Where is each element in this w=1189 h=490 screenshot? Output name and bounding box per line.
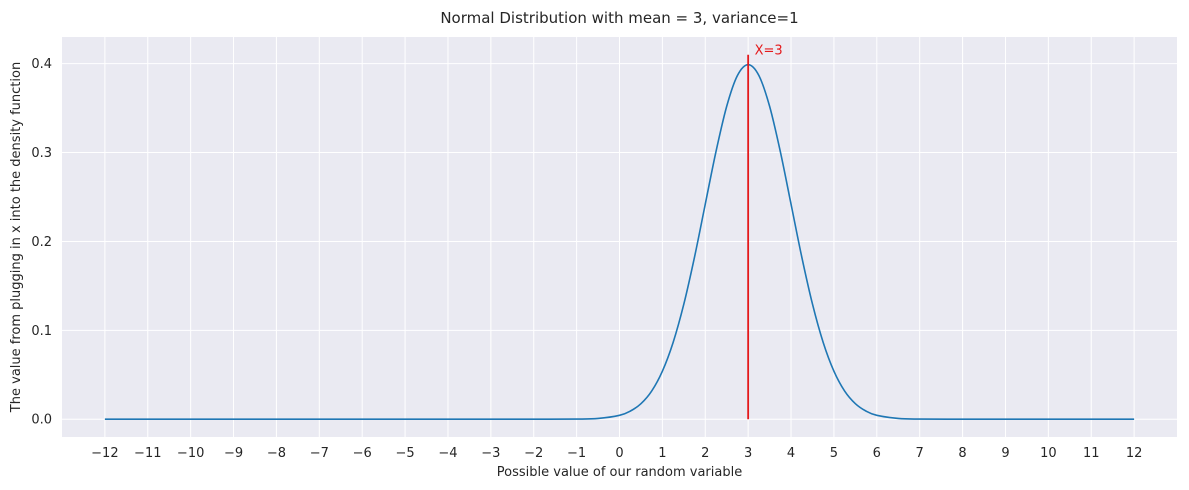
x-tick-label: −6 bbox=[353, 446, 372, 461]
x-tick-label: −12 bbox=[91, 446, 118, 461]
x-tick-label: 3 bbox=[744, 446, 752, 461]
x-tick-label: 2 bbox=[701, 446, 709, 461]
y-tick-label: 0.3 bbox=[31, 146, 52, 161]
x-tick-label: −9 bbox=[224, 446, 243, 461]
x-tick-label: 8 bbox=[958, 446, 966, 461]
y-tick-labels: 0.0 0.1 0.2 0.3 0.4 bbox=[31, 57, 52, 428]
x-tick-label: 7 bbox=[916, 446, 924, 461]
y-tick-label: 0.1 bbox=[31, 324, 52, 339]
y-tick-label: 0.2 bbox=[31, 235, 52, 250]
x-tick-label: 5 bbox=[830, 446, 838, 461]
x-tick-label: −3 bbox=[481, 446, 500, 461]
mean-annotation: X=3 bbox=[755, 43, 783, 58]
density-curve-line bbox=[104, 63, 1135, 421]
x-tick-label: 11 bbox=[1083, 446, 1100, 461]
chart-title: Normal Distribution with mean = 3, varia… bbox=[440, 9, 798, 27]
x-tick-label: 0 bbox=[615, 446, 623, 461]
x-tick-label: 1 bbox=[658, 446, 666, 461]
x-gridlines bbox=[104, 37, 1135, 437]
y-axis-label: The value from plugging in x into the de… bbox=[9, 62, 24, 413]
x-tick-label: 6 bbox=[873, 446, 881, 461]
x-axis-label: Possible value of our random variable bbox=[497, 465, 742, 480]
x-tick-labels: −12 −11 −10 −9 −8 −7 −6 −5 −4 −3 −2 −1 0 1 2 3 4 5 6 7 8 9 10 1… bbox=[91, 446, 1142, 461]
x-tick-label: −7 bbox=[310, 446, 329, 461]
x-tick-label: −11 bbox=[134, 446, 161, 461]
x-tick-label: 10 bbox=[1040, 446, 1057, 461]
x-tick-label: −8 bbox=[267, 446, 286, 461]
x-tick-label: −2 bbox=[524, 446, 543, 461]
y-tick-label: 0.4 bbox=[31, 57, 52, 72]
x-tick-label: −10 bbox=[177, 446, 204, 461]
y-tick-label: 0.0 bbox=[31, 413, 52, 428]
x-tick-label: 4 bbox=[787, 446, 795, 461]
x-tick-label: 9 bbox=[1001, 446, 1009, 461]
x-tick-label: −5 bbox=[395, 446, 414, 461]
x-tick-label: 12 bbox=[1126, 446, 1143, 461]
x-tick-label: −1 bbox=[567, 446, 586, 461]
x-tick-label: −4 bbox=[438, 446, 457, 461]
